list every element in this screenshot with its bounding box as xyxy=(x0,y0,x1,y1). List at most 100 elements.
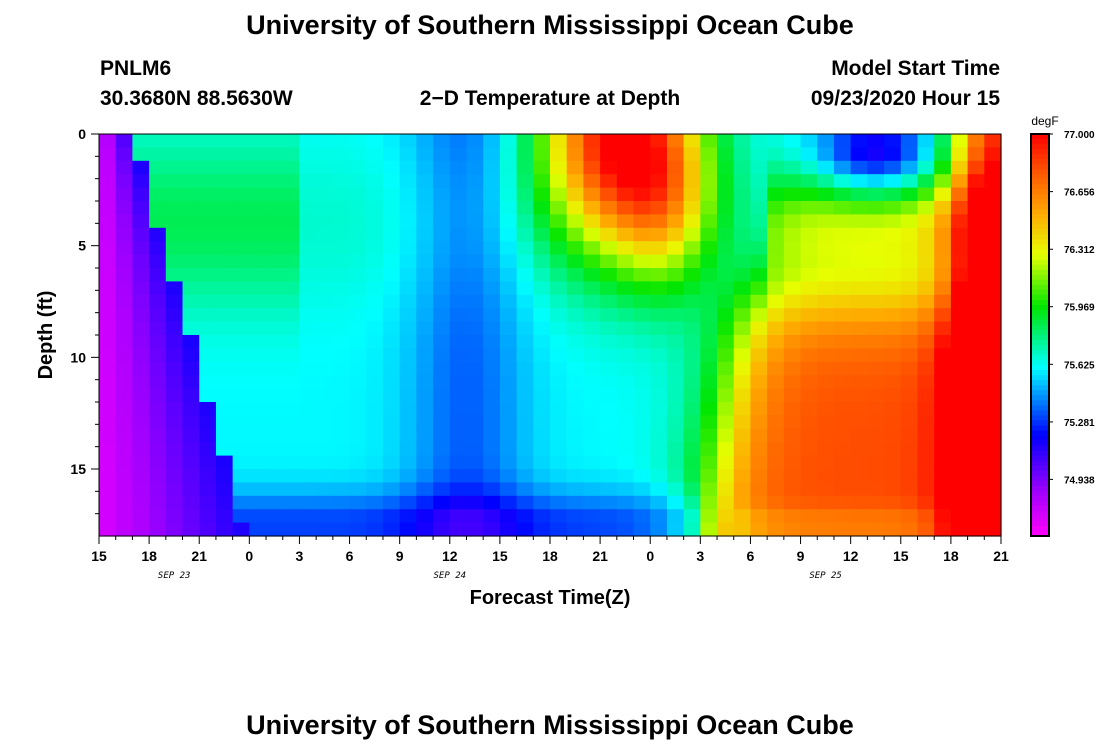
heatmap-cell xyxy=(583,281,601,296)
x-tick-label: 6 xyxy=(346,548,354,564)
heatmap-cell xyxy=(984,294,1002,309)
heatmap-cell xyxy=(249,134,267,148)
heatmap-cell xyxy=(466,268,484,282)
heatmap-cell xyxy=(850,321,868,336)
heatmap-cell xyxy=(316,147,334,162)
heatmap-cell xyxy=(650,482,668,497)
heatmap-cell xyxy=(282,294,301,309)
heatmap-cell xyxy=(382,335,401,349)
heatmap-cell xyxy=(666,201,685,215)
heatmap-cell xyxy=(733,415,752,430)
heatmap-cell xyxy=(366,174,384,189)
heatmap-cell xyxy=(867,469,885,483)
heatmap-cell xyxy=(466,402,484,416)
heatmap-cell xyxy=(149,335,167,349)
heatmap-cell xyxy=(566,361,584,376)
heatmap-cell xyxy=(583,469,601,483)
colorbar-swatch xyxy=(1031,470,1049,477)
heatmap-cell xyxy=(499,375,518,390)
heatmap-cell xyxy=(817,308,835,323)
heatmap-cell xyxy=(583,134,601,148)
heatmap-cell xyxy=(399,201,417,215)
heatmap-cell xyxy=(566,187,584,202)
heatmap-cell xyxy=(967,134,985,148)
heatmap-cell xyxy=(550,348,568,363)
heatmap-cell xyxy=(316,214,334,229)
heatmap-cell xyxy=(616,281,635,296)
heatmap-cell xyxy=(550,174,568,189)
heatmap-cell xyxy=(316,187,334,202)
x-tick-label: 21 xyxy=(592,548,608,564)
heatmap-cell xyxy=(399,348,417,363)
heatmap-cell xyxy=(416,335,434,349)
heatmap-cell xyxy=(349,254,367,269)
heatmap-cell xyxy=(633,415,651,430)
heatmap-cell xyxy=(499,402,518,416)
heatmap-cell xyxy=(382,160,401,175)
colorbar-swatch xyxy=(1031,415,1049,422)
heatmap-cell xyxy=(249,509,267,524)
heatmap-cell xyxy=(700,134,718,148)
heatmap-cell xyxy=(733,442,752,457)
heatmap-cell xyxy=(149,469,167,483)
colorbar-swatch xyxy=(1031,395,1049,401)
heatmap-cell xyxy=(199,509,217,524)
heatmap-cell xyxy=(917,214,935,229)
heatmap-cell xyxy=(533,348,551,363)
heatmap-cell xyxy=(165,254,184,269)
heatmap-cell xyxy=(850,388,868,403)
heatmap-cell xyxy=(900,402,919,416)
heatmap-cell xyxy=(967,147,985,162)
heatmap-cell xyxy=(182,134,200,148)
heatmap-cell xyxy=(433,442,451,457)
heatmap-cell xyxy=(683,268,701,282)
heatmap-cell xyxy=(449,147,468,162)
x-tick-label: 3 xyxy=(696,548,704,564)
heatmap-cell xyxy=(717,388,735,403)
heatmap-cell xyxy=(917,361,935,376)
heatmap-cell xyxy=(382,227,401,242)
heatmap-cell xyxy=(950,335,969,349)
heatmap-cell xyxy=(115,321,133,336)
heatmap-cell xyxy=(182,214,200,229)
heatmap-cell xyxy=(583,241,601,256)
heatmap-cell xyxy=(767,134,785,148)
heatmap-cell xyxy=(783,241,802,256)
heatmap-cell xyxy=(232,160,250,175)
heatmap-cell xyxy=(616,214,635,229)
heatmap-cell xyxy=(817,335,835,349)
heatmap-cell xyxy=(683,241,701,256)
heatmap-cell xyxy=(800,361,818,376)
heatmap-cell xyxy=(934,254,952,269)
heatmap-cell xyxy=(650,254,668,269)
heatmap-cell xyxy=(516,134,534,148)
heatmap-cell xyxy=(666,388,685,403)
heatmap-cell xyxy=(783,134,802,148)
colorbar: 77.00076.65676.31275.96975.62575.28174.9… xyxy=(1030,130,1095,537)
heatmap-cell xyxy=(433,375,451,390)
heatmap-cell xyxy=(550,495,568,510)
heatmap-cell xyxy=(299,509,317,524)
heatmap-cell xyxy=(900,187,919,202)
heatmap-cell xyxy=(199,201,217,215)
x-tick-label: 18 xyxy=(943,548,959,564)
heatmap-cell xyxy=(316,335,334,349)
colorbar-swatch xyxy=(1031,435,1049,442)
heatmap-cell xyxy=(800,469,818,483)
heatmap-cell xyxy=(466,442,484,457)
heatmap-cell xyxy=(232,482,250,497)
heatmap-cell xyxy=(215,241,234,256)
heatmap-cell xyxy=(550,241,568,256)
heatmap-cell xyxy=(533,455,551,470)
colorbar-swatch xyxy=(1031,304,1049,311)
heatmap-cell xyxy=(900,522,919,537)
heatmap-cell xyxy=(783,415,802,430)
heatmap-cell xyxy=(850,361,868,376)
heatmap-cell xyxy=(282,241,301,256)
colorbar-swatch xyxy=(1031,149,1049,155)
heatmap-cell xyxy=(867,361,885,376)
heatmap-cell xyxy=(399,294,417,309)
heatmap-cell xyxy=(499,147,518,162)
heatmap-cell xyxy=(232,469,250,483)
heatmap-cell xyxy=(550,375,568,390)
